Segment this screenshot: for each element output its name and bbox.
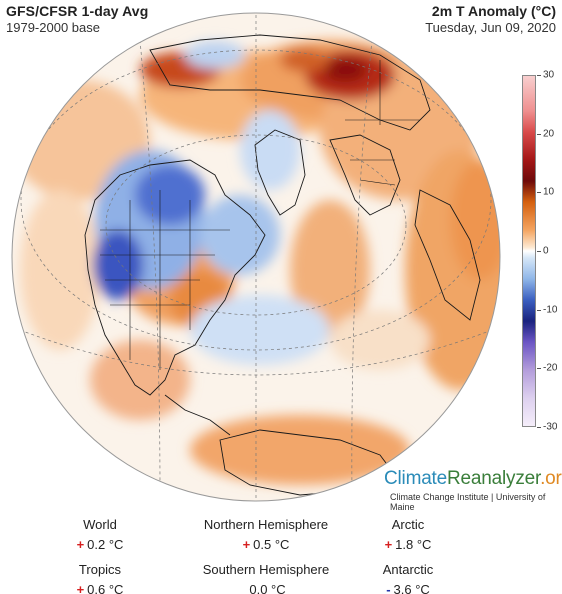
stat-northern-hemisphere: Northern Hemisphere +0.5 °C	[186, 517, 346, 552]
baseline-label: 1979-2000 base	[6, 20, 100, 35]
stat-value-row: +1.8 °C	[328, 537, 488, 552]
stat-sign: -	[386, 582, 391, 594]
stat-value-row: +0.6 °C	[20, 582, 180, 594]
stat-label: World	[83, 517, 117, 532]
stat-southern-hemisphere: Southern Hemisphere 0.0 °C	[186, 562, 346, 594]
stat-antarctic: Antarctic -3.6 °C	[328, 562, 488, 594]
date-label: Tuesday, Jun 09, 2020	[425, 20, 556, 35]
colorbar-tick-mark	[537, 427, 541, 428]
stat-value: 0.5 °C	[253, 537, 290, 552]
stat-sign: +	[242, 537, 251, 552]
stat-tropics: Tropics +0.6 °C	[20, 562, 180, 594]
stat-value: 1.8 °C	[395, 537, 432, 552]
brand-name-part-3: .org	[540, 468, 562, 489]
stat-value-row: +0.2 °C	[20, 537, 180, 552]
colorbar-tick-label: -30	[543, 421, 558, 433]
colorbar-tick-mark	[537, 133, 541, 135]
stat-world: World +0.2 °C	[20, 517, 180, 552]
globe-outline	[11, 12, 501, 502]
brand-subtitle: Climate Change Institute | University of…	[390, 492, 546, 512]
colorbar-tick-mark	[537, 309, 541, 311]
colorbar-tick-label: 0	[543, 245, 549, 257]
colorbar-tick-label: -20	[543, 362, 558, 374]
map-title: GFS/CFSR 1-day Avg	[6, 3, 149, 19]
stat-value: 0.6 °C	[87, 582, 124, 594]
colorbar-tick-mark	[537, 75, 541, 76]
anomaly-field	[12, 40, 500, 485]
stat-sign: +	[76, 582, 85, 594]
title-block-right: 2m T Anomaly (°C) Tuesday, Jun 09, 2020	[425, 3, 556, 35]
title-block-left: GFS/CFSR 1-day Avg 1979-2000 base	[6, 3, 148, 35]
colorbar-tick-mark	[537, 192, 541, 194]
colorbar-tick-label: 30	[543, 69, 555, 81]
colorbar-tick-label: 20	[543, 128, 555, 140]
brand-name[interactable]: ClimateReanalyzer.org	[384, 468, 562, 490]
brand-name-part-1: Climate	[384, 468, 448, 489]
stat-sign: +	[76, 537, 85, 552]
stat-label: Antarctic	[382, 562, 434, 577]
stat-label: Arctic	[391, 517, 425, 532]
stat-sign: +	[384, 537, 393, 552]
stat-value: 0.2 °C	[87, 537, 124, 552]
stat-value-row: -3.6 °C	[328, 582, 488, 594]
stat-value-row: +0.5 °C	[186, 537, 346, 552]
graticule	[19, 15, 493, 500]
stat-arctic: Arctic +1.8 °C	[328, 517, 488, 552]
stat-label: Tropics	[78, 562, 122, 577]
colorbar-tick-mark	[537, 368, 541, 370]
colorbar-tick-label: 10	[543, 186, 555, 198]
brand-block: ClimateReanalyzer.org Climate Change Ins…	[384, 468, 562, 512]
brand-name-part-2: Reanalyzer	[447, 468, 541, 489]
colorbar-tick-mark	[537, 251, 541, 252]
stat-value: 3.6 °C	[393, 582, 430, 594]
stat-value: 0.0 °C	[249, 582, 286, 594]
stat-label: Southern Hemisphere	[202, 562, 330, 577]
variable-label: 2m T Anomaly (°C)	[431, 3, 556, 19]
colorbar-tick-label: -10	[543, 304, 558, 316]
stat-value-row: 0.0 °C	[186, 582, 346, 594]
colorbar	[522, 75, 536, 427]
stat-label: Northern Hemisphere	[203, 517, 329, 532]
